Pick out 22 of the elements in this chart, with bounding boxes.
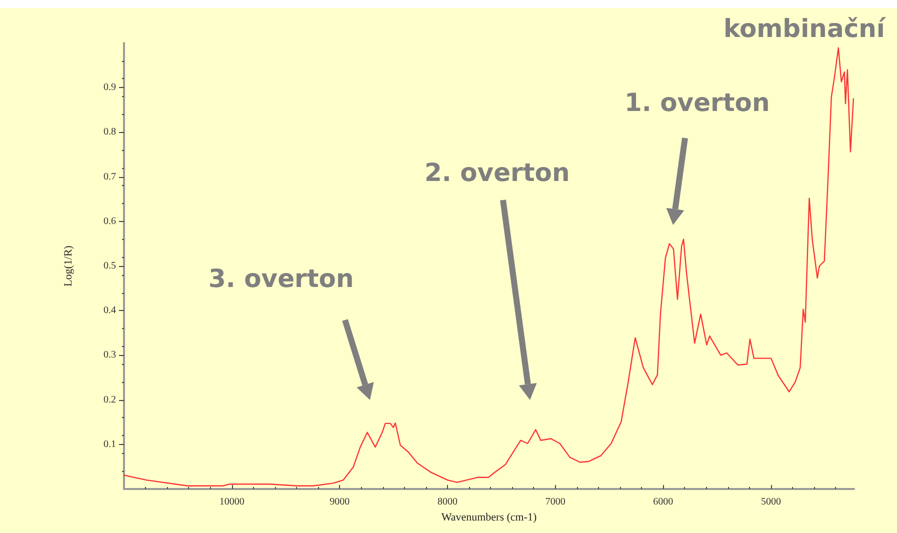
x-tick-label: 7000: [545, 496, 566, 508]
x-tick-label: 10000: [219, 496, 244, 508]
annotation: 1. overton: [624, 88, 770, 116]
y-tick-label: 0.6: [104, 216, 116, 227]
y-tick-label: 0.4: [104, 305, 116, 316]
y-tick-label: 0.3: [104, 350, 116, 361]
y-tick-label: 0.9: [104, 82, 116, 94]
y-tick-label: 0.7: [104, 171, 116, 182]
x-tick-label: 9000: [330, 496, 350, 508]
annotation: 3. overton: [208, 264, 354, 292]
x-tick-label: 8000: [437, 496, 458, 508]
y-tick-label: 0.8: [104, 126, 116, 138]
y-axis-title: Log(1/R): [62, 245, 74, 286]
text: kombinační: [724, 14, 885, 43]
x-tick-label: 5000: [760, 496, 781, 508]
x-tick-label: 6000: [653, 496, 674, 508]
y-tick-label: 0.2: [104, 394, 116, 406]
annotation: 2. overton: [424, 158, 570, 186]
y-tick-label: 0.1: [104, 438, 116, 450]
y-tick-label: 0.5: [104, 260, 116, 272]
line-series: [123, 47, 854, 486]
x-axis-title: Wavenumbers (cm-1): [441, 511, 537, 524]
